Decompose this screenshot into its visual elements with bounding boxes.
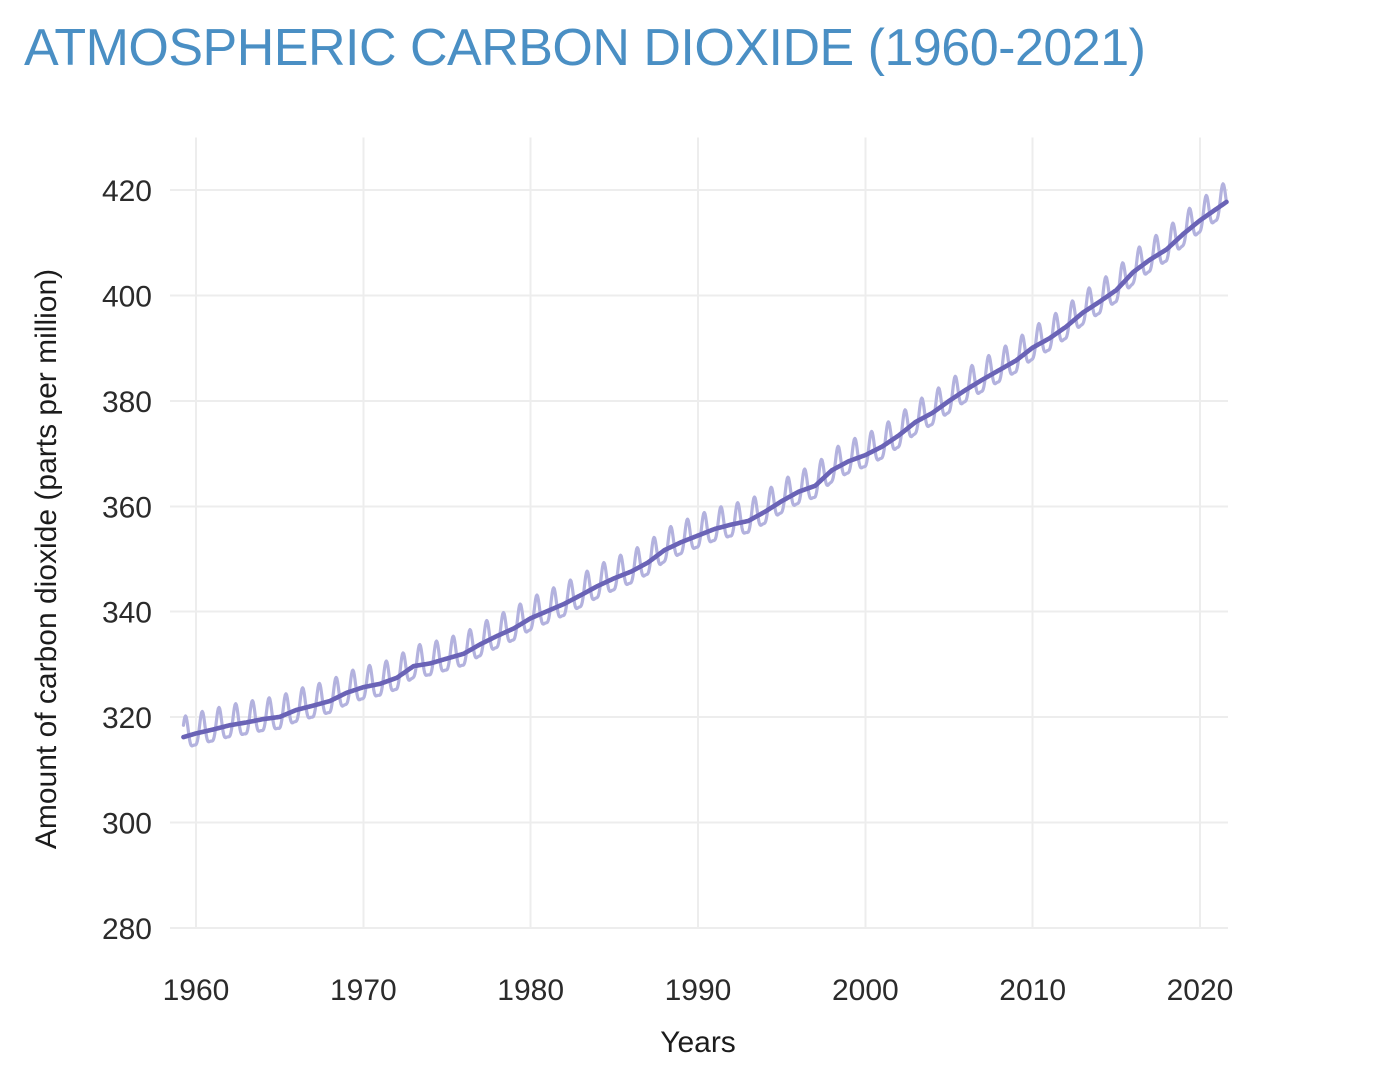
x-tick-label: 2010 xyxy=(999,974,1066,1007)
x-axis-tick-labels: 1960 1970 1980 1990 2000 2010 2020 xyxy=(163,974,1234,1007)
y-tick-label: 280 xyxy=(102,913,152,946)
page-title: ATMOSPHERIC CARBON DIOXIDE (1960-2021) xyxy=(24,19,1146,77)
x-axis-title: Years xyxy=(660,1026,736,1059)
seasonal-co2-series xyxy=(181,182,1229,748)
x-tick-label: 1970 xyxy=(330,974,397,1007)
x-tick-label: 1990 xyxy=(665,974,732,1007)
y-tick-label: 300 xyxy=(102,808,152,841)
y-axis-title: Amount of carbon dioxide (parts per mill… xyxy=(30,269,63,849)
x-tick-label: 1960 xyxy=(163,974,230,1007)
y-tick-label: 320 xyxy=(102,702,152,735)
y-axis-tick-labels: 280 300 320 340 360 380 400 420 xyxy=(102,175,152,946)
x-tick-label: 2020 xyxy=(1167,974,1234,1007)
x-tick-label: 1980 xyxy=(497,974,564,1007)
x-tick-label: 2000 xyxy=(832,974,899,1007)
y-tick-label: 360 xyxy=(102,491,152,524)
y-tick-label: 420 xyxy=(102,175,152,208)
y-tick-label: 380 xyxy=(102,386,152,419)
y-tick-label: 400 xyxy=(102,280,152,313)
y-tick-label: 340 xyxy=(102,597,152,630)
trend-co2-series xyxy=(181,199,1229,740)
gridlines xyxy=(170,137,1228,929)
